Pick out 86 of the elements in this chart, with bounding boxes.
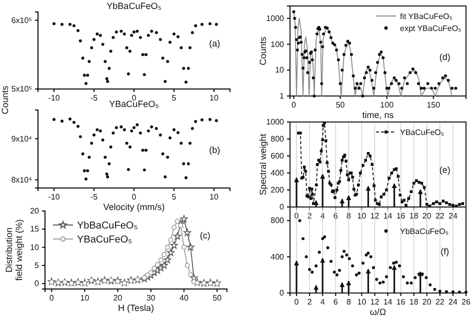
x-tick-label: 4 [320,298,326,307]
x-tick-label: 12 [370,212,380,221]
x-tick-label: 20 [113,294,123,303]
legend-label: YBaCuFeO₅ [400,128,444,137]
y-tick-label: 1 [280,92,285,101]
x-tick-label: 16 [396,298,406,307]
chart-title: YbBaCuFeO₅ [106,1,162,11]
y-axis-title: Distribution field weight (%) [4,219,24,281]
x-tick-label: 150 [426,100,441,110]
x-tick-label: 20 [422,212,432,221]
y-tick-label: 15 [30,224,40,234]
annotation: (f) [440,246,450,256]
y-tick-label: 5 [34,260,40,270]
x-tick-label: 22 [435,298,445,307]
x-tick-label: 8 [346,298,352,307]
x-tick-label: 0 [132,192,137,202]
x-tick-label: 10 [80,294,90,303]
y-tick-label: 800 [270,134,285,144]
legend-label: fit YBaCuFeO₅ [400,12,452,21]
x-tick-label: 6 [333,212,338,221]
x-tick-label: 100 [380,100,394,110]
annotation: (c) [200,230,210,240]
y-tick-label: 600 [270,152,285,161]
x-tick-label: 40 [180,294,189,303]
x-tick-label: 5 [172,192,177,202]
y-tick-label: 9x10⁴ [11,134,33,144]
y-tick-label: 800 [270,216,285,226]
x-tick-label: 2 [307,298,312,307]
x-tick-label: 10 [357,298,367,307]
x-tick-label: 5 [172,94,177,103]
x-tick-label: 24 [448,298,458,307]
x-tick-label: 26 [462,298,471,307]
y-tick-label: 6x10⁵ [11,16,32,25]
x-tick-label: 4 [320,212,326,221]
y-tick-label: 10 [30,242,40,252]
y-axis-title: Spectral weight [258,133,268,196]
x-axis-title: H (Tesla) [118,303,154,313]
y-tick-label: 1000 [266,118,285,127]
y-axis-title: Counts [0,85,10,114]
x-axis-title: time, ns [362,110,394,120]
x-axis-title: ω/Ω [370,307,386,317]
legend-label: YBaCuFeO₅ [77,234,132,246]
x-tick-label: 10 [357,212,367,221]
y-tick-label: 1000 [266,14,285,23]
x-tick-label: 50 [336,100,346,110]
x-tick-label: -5 [90,192,98,202]
annotation: (a) [209,38,220,49]
y-tick-label: 200 [270,186,285,195]
legend-label: YbBaCuFeO₅ [400,226,449,236]
y-tick-label: 8x10⁴ [11,175,33,184]
legend-label: YbBaCuFeO₅ [77,220,138,232]
y-tick-label: 5x10⁵ [11,84,32,94]
x-tick-label: 0 [294,298,300,307]
x-tick-label: 50 [212,294,222,303]
x-tick-label: 10 [210,192,219,202]
annotation: (b) [209,144,220,155]
x-tick-label: 14 [383,212,393,221]
x-tick-label: 16 [396,212,406,221]
x-tick-label: 14 [383,298,393,307]
legend-label: expt YBaCuFeO₅ [400,24,462,33]
y-tick-label: 400 [270,168,285,178]
x-tick-label: 30 [146,294,156,303]
x-tick-label: 0 [292,100,296,110]
y-tick-label: 10 [275,66,285,75]
y-tick-label: 100 [270,40,285,49]
x-tick-label: 24 [448,212,458,221]
y-tick-label: 400 [270,252,285,262]
x-tick-label: 20 [422,298,432,307]
annotation: (e) [439,165,450,175]
y-tick-label: 0 [280,202,285,212]
y-tick-label: 0 [34,279,40,288]
x-tick-label: 10 [210,94,219,103]
y-axis-title: Counts [258,36,268,66]
x-tick-label: 22 [435,212,445,221]
annotation: (d) [439,52,450,62]
x-tick-label: 0 [294,212,300,221]
x-tick-label: 2 [307,212,312,221]
x-tick-label: 0 [49,294,54,303]
x-axis-title: Velocity (mm/s) [103,202,165,212]
x-tick-label: -10 [48,94,60,103]
x-tick-label: -10 [48,192,60,202]
x-tick-label: -5 [90,94,98,103]
x-tick-label: 6 [333,298,338,307]
x-tick-label: 18 [409,298,419,307]
x-tick-label: 12 [370,298,380,307]
x-tick-label: 18 [409,212,419,221]
